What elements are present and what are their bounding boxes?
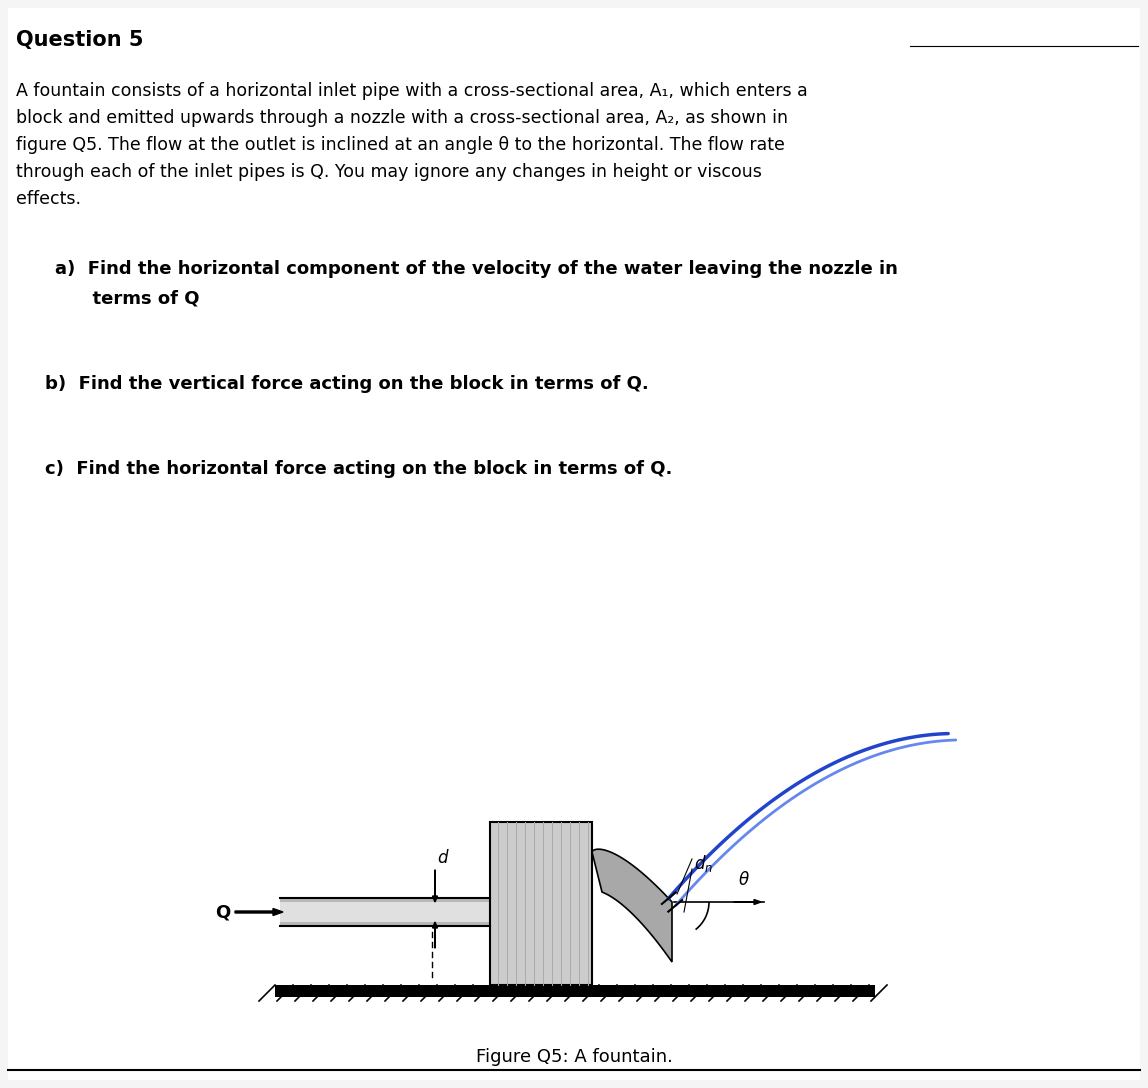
Text: Question 5: Question 5 xyxy=(16,30,144,50)
FancyArrow shape xyxy=(433,922,437,948)
Text: figure Q5. The flow at the outlet is inclined at an angle θ to the horizontal. T: figure Q5. The flow at the outlet is inc… xyxy=(16,136,785,154)
Bar xyxy=(490,823,592,985)
Bar xyxy=(280,898,490,926)
Text: Figure Q5: A fountain.: Figure Q5: A fountain. xyxy=(475,1048,673,1066)
Bar xyxy=(280,902,490,922)
FancyArrow shape xyxy=(734,900,761,904)
Text: block and emitted upwards through a nozzle with a cross-sectional area, A₂, as s: block and emitted upwards through a nozz… xyxy=(16,109,788,127)
FancyArrow shape xyxy=(235,908,284,915)
Text: $d_n$: $d_n$ xyxy=(695,853,713,875)
Text: A fountain consists of a horizontal inlet pipe with a cross-sectional area, A₁, : A fountain consists of a horizontal inle… xyxy=(16,82,808,100)
FancyArrow shape xyxy=(433,870,437,902)
Text: through each of the inlet pipes is Q. You may ignore any changes in height or vi: through each of the inlet pipes is Q. Yo… xyxy=(16,163,762,181)
Text: Q: Q xyxy=(215,903,230,922)
Bar xyxy=(276,985,875,997)
Polygon shape xyxy=(592,850,672,962)
Text: c)  Find the horizontal force acting on the block in terms of Q.: c) Find the horizontal force acting on t… xyxy=(45,460,673,478)
Text: $\theta$: $\theta$ xyxy=(738,871,750,889)
Text: terms of Q: terms of Q xyxy=(55,290,200,308)
Text: a)  Find the horizontal component of the velocity of the water leaving the nozzl: a) Find the horizontal component of the … xyxy=(55,260,898,279)
Text: b)  Find the vertical force acting on the block in terms of Q.: b) Find the vertical force acting on the… xyxy=(45,375,649,393)
Text: d: d xyxy=(437,849,448,867)
Text: effects.: effects. xyxy=(16,190,82,208)
